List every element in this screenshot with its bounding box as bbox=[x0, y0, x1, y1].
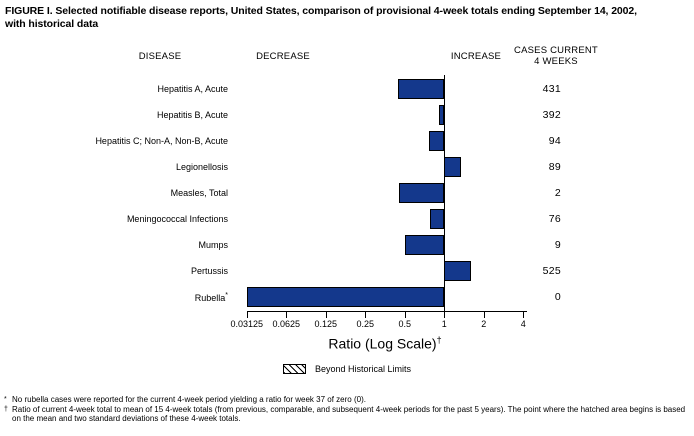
ratio-bar bbox=[398, 183, 445, 203]
axis-tick-label: 0.125 bbox=[314, 318, 338, 329]
column-header-decrease: DECREASE bbox=[256, 51, 310, 62]
axis-tick-label: 2 bbox=[481, 318, 487, 329]
x-axis-label: Ratio (Log Scale)† bbox=[275, 335, 495, 352]
ratio-1-reference-line bbox=[444, 75, 446, 311]
axis-tick-label: 4 bbox=[520, 318, 526, 329]
cases-count: 2 bbox=[554, 187, 561, 199]
cases-count: 392 bbox=[542, 109, 561, 121]
cases-count: 94 bbox=[548, 135, 561, 147]
axis-tick bbox=[483, 310, 485, 318]
footnote-asterisk-text: No rubella cases were reported for the c… bbox=[12, 395, 366, 404]
footnote-asterisk-marker: * bbox=[4, 396, 7, 403]
axis-tick bbox=[523, 310, 525, 318]
cases-count: 76 bbox=[548, 213, 561, 225]
disease-label: Meningococcal Infections bbox=[126, 213, 228, 224]
footnote-asterisk: * No rubella cases were reported for the … bbox=[4, 395, 692, 405]
disease-label: Hepatitis C; Non-A, Non-B, Acute bbox=[95, 135, 228, 146]
disease-label: Hepatitis A, Acute bbox=[157, 83, 228, 94]
axis-tick bbox=[246, 310, 248, 318]
cases-count: 9 bbox=[554, 239, 561, 251]
axis-tick-label: 0.03125 bbox=[230, 318, 264, 329]
footnotes: * No rubella cases were reported for the … bbox=[4, 395, 692, 424]
cases-count: 0 bbox=[554, 291, 561, 303]
column-header-disease: DISEASE bbox=[138, 51, 182, 62]
x-axis-line bbox=[246, 310, 527, 312]
column-header-cases: CASES CURRENT 4 WEEKS bbox=[506, 45, 606, 67]
hatched-pattern-swatch bbox=[283, 364, 306, 374]
disease-footnote-marker: * bbox=[225, 291, 228, 299]
axis-tick-label: 0.25 bbox=[356, 318, 375, 329]
disease-label: Mumps bbox=[198, 239, 228, 250]
ratio-bar bbox=[397, 79, 445, 99]
ratio-bar bbox=[438, 105, 445, 125]
footnote-dagger: † Ratio of current 4-week total to mean o… bbox=[4, 405, 692, 424]
axis-tick-label: 1 bbox=[441, 318, 447, 329]
ratio-bar bbox=[444, 157, 462, 177]
footnote-dagger-marker: † bbox=[4, 405, 8, 413]
ratio-bar bbox=[444, 261, 472, 281]
ratio-bar bbox=[246, 287, 445, 307]
disease-label: Pertussis bbox=[190, 265, 228, 276]
x-axis-label-text: Ratio (Log Scale) bbox=[328, 335, 437, 352]
ratio-bar bbox=[428, 131, 445, 151]
column-header-cases-line2: 4 WEEKS bbox=[534, 56, 578, 67]
disease-label: Legionellosis bbox=[175, 161, 228, 172]
cases-count: 89 bbox=[548, 161, 561, 173]
cases-count: 431 bbox=[542, 83, 561, 95]
disease-label: Hepatitis B, Acute bbox=[156, 109, 228, 120]
axis-tick-label: 0.5 bbox=[398, 318, 412, 329]
axis-tick bbox=[286, 310, 288, 318]
figure-title: FIGURE I. Selected notifiable disease re… bbox=[5, 5, 637, 30]
x-axis-label-dagger: † bbox=[436, 335, 442, 345]
axis-tick-label: 0.0625 bbox=[272, 318, 301, 329]
column-header-increase: INCREASE bbox=[450, 51, 502, 62]
legend-label: Beyond Historical Limits bbox=[315, 364, 412, 374]
axis-tick bbox=[325, 310, 327, 318]
column-header-cases-line1: CASES CURRENT bbox=[514, 45, 598, 56]
footnote-dagger-text: Ratio of current 4-week total to mean of… bbox=[12, 404, 686, 424]
ratio-bar bbox=[404, 235, 445, 255]
axis-tick bbox=[444, 310, 446, 318]
disease-label: Rubella* bbox=[194, 291, 228, 303]
cases-count: 525 bbox=[542, 265, 561, 277]
ratio-bar bbox=[430, 209, 445, 229]
axis-tick bbox=[404, 310, 406, 318]
disease-label: Measles, Total bbox=[170, 187, 228, 198]
axis-tick bbox=[365, 310, 367, 318]
